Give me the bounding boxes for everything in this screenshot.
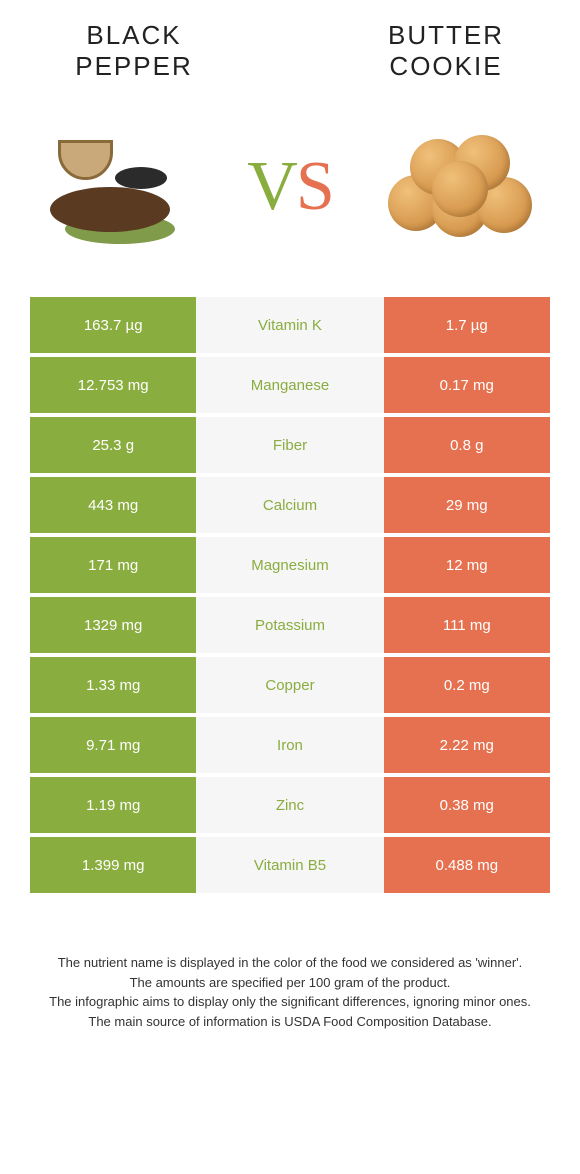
nutrient-right-value: 0.8 g [384, 417, 550, 473]
cookie-icon [432, 161, 488, 217]
nutrient-right-value: 0.2 mg [384, 657, 550, 713]
nutrient-left-value: 443 mg [30, 477, 196, 533]
nutrient-row: 25.3 gFiber0.8 g [30, 417, 550, 473]
nutrient-left-value: 171 mg [30, 537, 196, 593]
nutrient-name: Vitamin K [196, 297, 383, 353]
nutrient-left-value: 9.71 mg [30, 717, 196, 773]
nutrient-name: Magnesium [196, 537, 383, 593]
title-right: Butter cookie [342, 20, 550, 82]
nutrient-row: 1.399 mgVitamin B50.488 mg [30, 837, 550, 893]
nutrient-name: Potassium [196, 597, 383, 653]
nutrient-row: 1.19 mgZinc0.38 mg [30, 777, 550, 833]
black-pepper-image [30, 112, 210, 262]
nutrient-name: Manganese [196, 357, 383, 413]
nutrient-right-value: 0.38 mg [384, 777, 550, 833]
nutrient-row: 9.71 mgIron2.22 mg [30, 717, 550, 773]
title-row: Black pepper Butter cookie [30, 20, 550, 82]
vs-v: V [247, 148, 296, 225]
nutrient-name: Copper [196, 657, 383, 713]
nutrient-name: Zinc [196, 777, 383, 833]
nutrient-right-value: 0.17 mg [384, 357, 550, 413]
nutrient-right-value: 0.488 mg [384, 837, 550, 893]
nutrient-left-value: 1.33 mg [30, 657, 196, 713]
nutrient-left-value: 12.753 mg [30, 357, 196, 413]
nutrient-row: 171 mgMagnesium12 mg [30, 537, 550, 593]
title-left: Black pepper [30, 20, 238, 82]
footer-line: The infographic aims to display only the… [40, 992, 540, 1012]
nutrient-right-value: 2.22 mg [384, 717, 550, 773]
nutrient-left-value: 163.7 µg [30, 297, 196, 353]
nutrient-right-value: 29 mg [384, 477, 550, 533]
hero-row: VS [30, 102, 550, 272]
nutrient-row: 12.753 mgManganese0.17 mg [30, 357, 550, 413]
nutrient-right-value: 12 mg [384, 537, 550, 593]
nutrient-right-value: 1.7 µg [384, 297, 550, 353]
footer-notes: The nutrient name is displayed in the co… [30, 953, 550, 1031]
nutrient-name: Calcium [196, 477, 383, 533]
nutrient-row: 1329 mgPotassium111 mg [30, 597, 550, 653]
butter-cookie-image [370, 112, 550, 262]
footer-line: The main source of information is USDA F… [40, 1012, 540, 1032]
infographic-container: Black pepper Butter cookie VS 163.7 µgVi… [0, 0, 580, 1051]
vs-s: S [296, 148, 333, 225]
nutrient-name: Iron [196, 717, 383, 773]
footer-line: The nutrient name is displayed in the co… [40, 953, 540, 973]
nutrient-table: 163.7 µgVitamin K1.7 µg12.753 mgManganes… [30, 297, 550, 893]
nutrient-left-value: 25.3 g [30, 417, 196, 473]
nutrient-left-value: 1.399 mg [30, 837, 196, 893]
footer-line: The amounts are specified per 100 gram o… [40, 973, 540, 993]
nutrient-name: Vitamin B5 [196, 837, 383, 893]
nutrient-left-value: 1.19 mg [30, 777, 196, 833]
nutrient-row: 443 mgCalcium29 mg [30, 477, 550, 533]
nutrient-name: Fiber [196, 417, 383, 473]
nutrient-row: 1.33 mgCopper0.2 mg [30, 657, 550, 713]
nutrient-row: 163.7 µgVitamin K1.7 µg [30, 297, 550, 353]
vs-label: VS [247, 147, 333, 227]
nutrient-right-value: 111 mg [384, 597, 550, 653]
nutrient-left-value: 1329 mg [30, 597, 196, 653]
